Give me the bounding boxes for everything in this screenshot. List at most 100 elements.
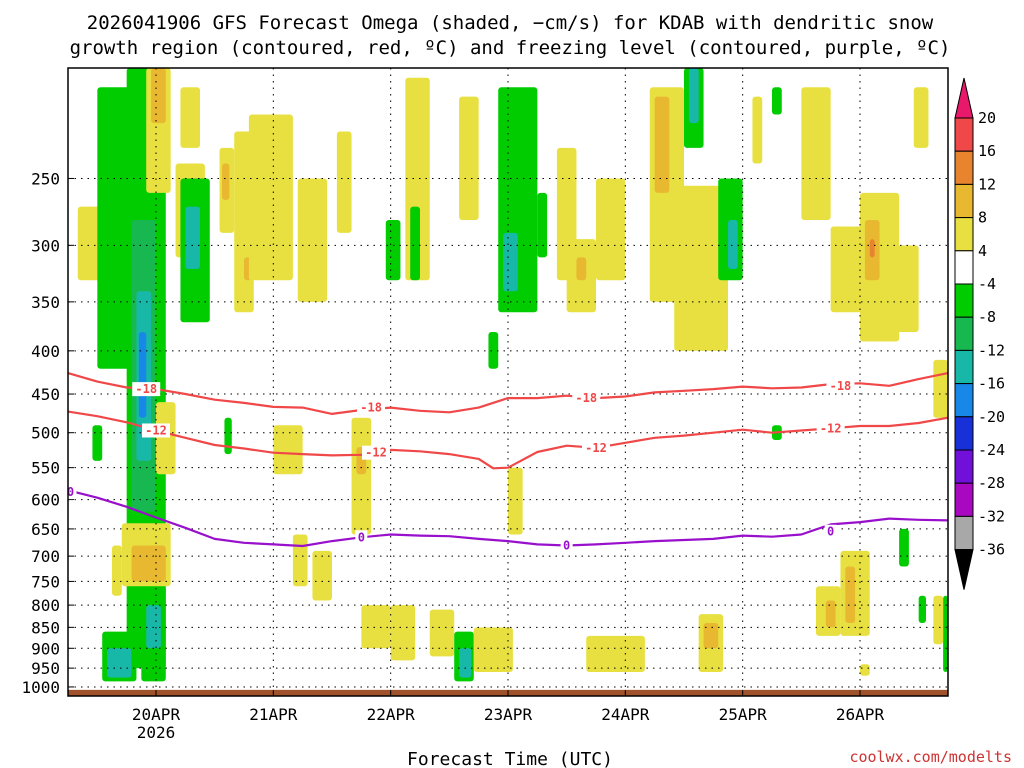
colorbar-segment-1 (954, 150, 974, 185)
contour-label-bg-2-3 (824, 524, 837, 539)
omega-shaded-region-22 (222, 163, 230, 200)
omega-shaded-region-81 (918, 595, 926, 623)
colorbar-segment-7 (954, 349, 974, 385)
contour-label-1-2: -12 (585, 441, 607, 455)
contour-line-0 (67, 372, 949, 415)
omega-shaded-region-30 (297, 178, 328, 302)
colorbar-segment-3 (954, 217, 974, 252)
credit-link[interactable]: coolwx.com/modelts (849, 748, 1012, 766)
omega-shaded-region-11 (146, 605, 161, 649)
omega-shaded-region-61 (674, 185, 728, 351)
colorbar-segment-4 (954, 250, 974, 285)
x-axis-label: Forecast Time (UTC) (407, 749, 613, 768)
x-tick-label-22APR: 22APR (367, 705, 416, 724)
omega-shaded-region-37 (361, 605, 391, 649)
colorbar-label-5: -4 (978, 275, 996, 293)
omega-shaded-region-29 (248, 114, 293, 281)
x-tick-sublabel-20APR: 2026 (137, 723, 176, 742)
contour-label-2-2: 0 (563, 538, 570, 552)
y-tick-label-1000: 1000 (21, 678, 60, 697)
omega-shaded-region-60 (688, 68, 699, 124)
omega-shaded-region-56 (586, 635, 645, 672)
x-tick-label-23APR: 23APR (484, 705, 533, 724)
colorbar-label-2: 12 (978, 175, 996, 193)
y-tick-label-600: 600 (31, 491, 60, 510)
omega-shaded-region-65 (728, 220, 738, 269)
y-tick-label-350: 350 (31, 293, 60, 312)
y-tick-label-400: 400 (31, 342, 60, 361)
contour-line-1 (67, 410, 949, 470)
omega-shaded-region-13 (131, 545, 166, 582)
colorbar-segment-9 (954, 416, 974, 451)
x-tick-label-26APR: 26APR (836, 705, 885, 724)
colorbar-label-1: 16 (978, 142, 996, 160)
y-tick-label-800: 800 (31, 596, 60, 615)
y-tick-label-700: 700 (31, 547, 60, 566)
omega-shaded-region-55 (596, 178, 626, 281)
omega-shaded-region-49 (488, 332, 499, 369)
contour-label-1-0: -12 (145, 423, 167, 437)
omega-shaded-region-72 (869, 239, 875, 258)
colorbar-segment-2 (954, 183, 974, 219)
contour-label-bg-0-2 (572, 391, 601, 406)
contour-line-2 (67, 489, 949, 548)
omega-shaded-region-74 (913, 87, 929, 148)
contour-label-0-0: -18 (135, 382, 157, 396)
omega-shaded-region-67 (752, 96, 763, 164)
omega-shaded-region-63 (703, 622, 719, 649)
y-tick-label-900: 900 (31, 639, 60, 658)
colorbar-label-6: -8 (978, 308, 996, 326)
omega-shaded-region-33 (312, 550, 332, 601)
y-tick-label-300: 300 (31, 236, 60, 255)
omega-shaded-region-76 (899, 528, 909, 567)
chart-title-line-2: growth region (contoured, red, ºC) and f… (70, 37, 951, 59)
y-tick-label-250: 250 (31, 169, 60, 188)
omega-shaded-region-0 (77, 206, 103, 281)
omega-shaded-region-35 (351, 417, 372, 535)
colorbar-top-arrow (954, 77, 974, 119)
plot-frame (67, 67, 949, 697)
y-tick-label-950: 950 (31, 659, 60, 678)
colorbar-segment-10 (954, 449, 974, 484)
colorbar-segment-5 (954, 283, 974, 318)
contour-label-0-3: -18 (830, 379, 852, 393)
colorbar-segment-6 (954, 316, 974, 351)
contour-label-bg-1-1 (362, 445, 390, 460)
omega-shaded-region-80 (845, 566, 856, 623)
omega-shaded-region-54 (576, 257, 587, 281)
chart-title-line-1: 2026041906 GFS Forecast Omega (shaded, −… (87, 12, 934, 34)
colorbar-label-0: 20 (978, 109, 996, 127)
y-tick-label-550: 550 (31, 459, 60, 478)
omega-shaded-region-66 (772, 87, 782, 115)
omega-shaded-region-40 (410, 206, 420, 281)
contour-label-bg-0-0 (132, 382, 161, 397)
omega-shaded-region-41 (390, 605, 416, 661)
omega-shaded-region-7 (112, 545, 122, 596)
omega-shaded-region-52 (537, 192, 548, 258)
omega-shaded-region-48 (503, 232, 518, 292)
omega-shaded-region-20 (185, 206, 200, 269)
colorbar-label-10: -24 (978, 441, 1005, 459)
contour-label-bg-2-2 (560, 538, 573, 553)
x-tick-label-21APR: 21APR (249, 705, 298, 724)
omega-shaded-region-5 (138, 332, 147, 418)
y-tick-label-450: 450 (31, 385, 60, 404)
omega-shaded-region-43 (459, 96, 479, 221)
omega-shaded-region-42 (429, 609, 455, 657)
contour-label-bg-0-3 (826, 378, 855, 393)
y-tick-label-650: 650 (31, 520, 60, 539)
contour-label-0-1: -18 (360, 401, 382, 415)
omega-shaded-region-38 (385, 220, 401, 281)
omega-shaded-region-23 (224, 417, 232, 455)
contour-label-2-3: 0 (827, 525, 834, 539)
omega-shaded-region-45 (459, 648, 472, 678)
y-tick-label-500: 500 (31, 424, 60, 443)
omega-shaded-region-85 (933, 359, 948, 418)
colorbar-bottom-arrow (954, 549, 974, 590)
omega-shaded-region-78 (825, 600, 836, 628)
x-tick-label-20APR: 20APR (132, 705, 181, 724)
colorbar-label-9: -20 (978, 408, 1005, 426)
omega-shaded-region-16 (156, 402, 176, 475)
contour-label-1-3: -12 (820, 421, 842, 435)
